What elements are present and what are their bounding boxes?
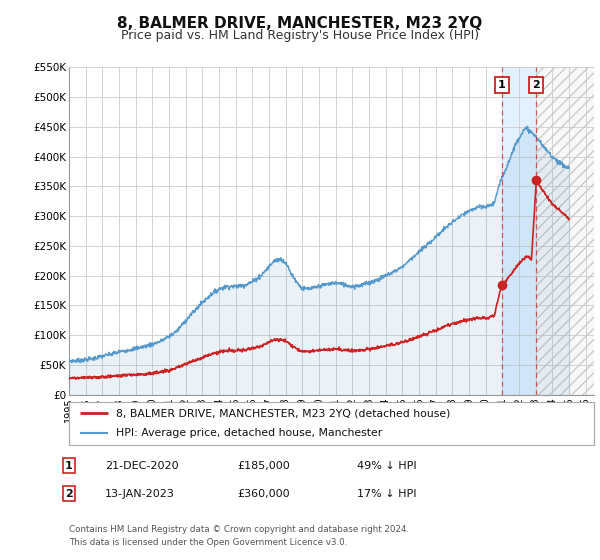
Text: 8, BALMER DRIVE, MANCHESTER, M23 2YQ: 8, BALMER DRIVE, MANCHESTER, M23 2YQ: [118, 16, 482, 31]
Text: 1: 1: [65, 461, 73, 471]
Text: 2: 2: [65, 489, 73, 499]
Text: 8, BALMER DRIVE, MANCHESTER, M23 2YQ (detached house): 8, BALMER DRIVE, MANCHESTER, M23 2YQ (de…: [116, 408, 451, 418]
Text: This data is licensed under the Open Government Licence v3.0.: This data is licensed under the Open Gov…: [69, 538, 347, 547]
Bar: [536, 67, 594, 395]
Text: 1: 1: [498, 80, 506, 90]
Text: 17% ↓ HPI: 17% ↓ HPI: [357, 489, 416, 499]
Text: 2: 2: [532, 80, 540, 90]
Text: 21-DEC-2020: 21-DEC-2020: [105, 461, 179, 471]
Text: Contains HM Land Registry data © Crown copyright and database right 2024.: Contains HM Land Registry data © Crown c…: [69, 525, 409, 534]
Text: £360,000: £360,000: [237, 489, 290, 499]
Bar: [502, 67, 536, 395]
Text: 49% ↓ HPI: 49% ↓ HPI: [357, 461, 416, 471]
Text: Price paid vs. HM Land Registry's House Price Index (HPI): Price paid vs. HM Land Registry's House …: [121, 29, 479, 42]
Bar: [536, 67, 594, 395]
Text: 13-JAN-2023: 13-JAN-2023: [105, 489, 175, 499]
Text: £185,000: £185,000: [237, 461, 290, 471]
Text: HPI: Average price, detached house, Manchester: HPI: Average price, detached house, Manc…: [116, 428, 383, 438]
